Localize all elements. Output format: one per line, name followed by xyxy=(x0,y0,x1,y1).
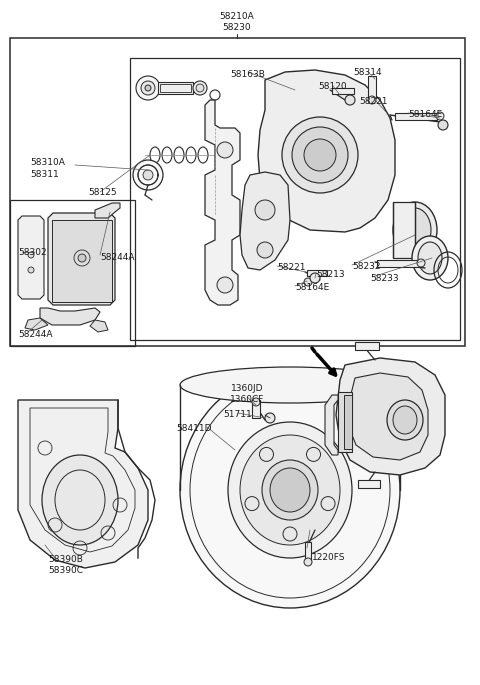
Circle shape xyxy=(136,76,160,100)
Circle shape xyxy=(196,84,204,92)
Circle shape xyxy=(345,95,355,105)
Polygon shape xyxy=(18,216,44,299)
Text: 58390B: 58390B xyxy=(48,555,83,564)
Bar xyxy=(158,82,193,94)
Polygon shape xyxy=(240,172,290,270)
Polygon shape xyxy=(90,320,108,332)
Text: 58311: 58311 xyxy=(30,170,59,179)
Ellipse shape xyxy=(180,372,400,608)
Circle shape xyxy=(282,117,358,193)
Polygon shape xyxy=(336,358,445,475)
Ellipse shape xyxy=(438,120,448,130)
Text: 1220FS: 1220FS xyxy=(312,553,346,562)
Bar xyxy=(377,260,419,267)
Text: 58244A: 58244A xyxy=(18,330,52,339)
Ellipse shape xyxy=(387,400,423,440)
Circle shape xyxy=(141,81,155,95)
Ellipse shape xyxy=(262,460,318,520)
Circle shape xyxy=(310,273,320,283)
Text: 58164E: 58164E xyxy=(408,110,442,119)
Text: 58232: 58232 xyxy=(352,262,381,271)
Text: 58221: 58221 xyxy=(360,97,388,106)
Bar xyxy=(344,395,352,449)
Circle shape xyxy=(257,242,273,258)
Text: 58390C: 58390C xyxy=(48,566,83,575)
Bar xyxy=(130,58,460,340)
Text: 58244A: 58244A xyxy=(100,253,134,262)
Bar xyxy=(160,84,191,92)
Text: 1360CF: 1360CF xyxy=(230,395,264,404)
Text: 58210A: 58210A xyxy=(220,12,254,21)
Bar xyxy=(10,38,465,346)
Circle shape xyxy=(252,398,260,406)
Circle shape xyxy=(304,139,336,171)
Polygon shape xyxy=(48,213,115,305)
Bar xyxy=(52,220,112,302)
Polygon shape xyxy=(40,308,100,325)
Bar xyxy=(355,342,379,350)
Circle shape xyxy=(217,142,233,158)
Ellipse shape xyxy=(393,202,437,258)
Polygon shape xyxy=(18,400,148,568)
Circle shape xyxy=(304,278,312,286)
Text: 58120: 58120 xyxy=(319,82,348,91)
Text: 51711: 51711 xyxy=(224,410,252,419)
Text: 58164E: 58164E xyxy=(295,283,329,292)
Bar xyxy=(10,200,135,346)
Ellipse shape xyxy=(180,367,400,403)
Text: 58310A: 58310A xyxy=(30,158,65,167)
Circle shape xyxy=(143,170,153,180)
Circle shape xyxy=(217,277,233,293)
Ellipse shape xyxy=(240,435,340,545)
Text: 58302: 58302 xyxy=(18,248,47,257)
Bar xyxy=(395,113,437,120)
Circle shape xyxy=(304,558,312,566)
Bar xyxy=(252,400,260,418)
Circle shape xyxy=(265,413,275,423)
Ellipse shape xyxy=(399,208,431,252)
Text: 58230: 58230 xyxy=(223,23,252,32)
Text: 58163B: 58163B xyxy=(230,70,265,79)
Bar xyxy=(307,270,327,276)
Circle shape xyxy=(145,85,151,91)
Circle shape xyxy=(292,127,348,183)
Bar xyxy=(305,542,311,562)
Circle shape xyxy=(133,160,163,190)
Ellipse shape xyxy=(228,422,352,558)
Ellipse shape xyxy=(412,236,448,280)
Polygon shape xyxy=(348,373,428,460)
Circle shape xyxy=(436,112,444,120)
Circle shape xyxy=(255,200,275,220)
Bar xyxy=(358,480,380,488)
Circle shape xyxy=(28,252,34,258)
Ellipse shape xyxy=(270,468,310,512)
Circle shape xyxy=(368,96,376,104)
Polygon shape xyxy=(258,70,395,232)
Text: 58314: 58314 xyxy=(354,68,382,77)
Ellipse shape xyxy=(418,242,442,274)
Ellipse shape xyxy=(42,455,118,545)
Circle shape xyxy=(28,267,34,273)
Circle shape xyxy=(193,81,207,95)
Polygon shape xyxy=(325,395,338,455)
Text: 1360JD: 1360JD xyxy=(231,384,263,393)
Text: 58411D: 58411D xyxy=(176,424,212,433)
Bar xyxy=(338,392,352,452)
Circle shape xyxy=(78,254,86,262)
Polygon shape xyxy=(95,203,120,218)
Bar xyxy=(368,76,376,98)
Polygon shape xyxy=(25,318,48,330)
Polygon shape xyxy=(205,100,240,305)
Text: 58213: 58213 xyxy=(316,270,345,279)
Text: 58233: 58233 xyxy=(370,274,398,283)
Text: 58221: 58221 xyxy=(277,263,305,272)
Bar xyxy=(393,202,415,258)
Bar xyxy=(332,88,354,94)
Circle shape xyxy=(417,259,425,267)
Ellipse shape xyxy=(393,406,417,434)
Text: 58125: 58125 xyxy=(88,188,117,197)
